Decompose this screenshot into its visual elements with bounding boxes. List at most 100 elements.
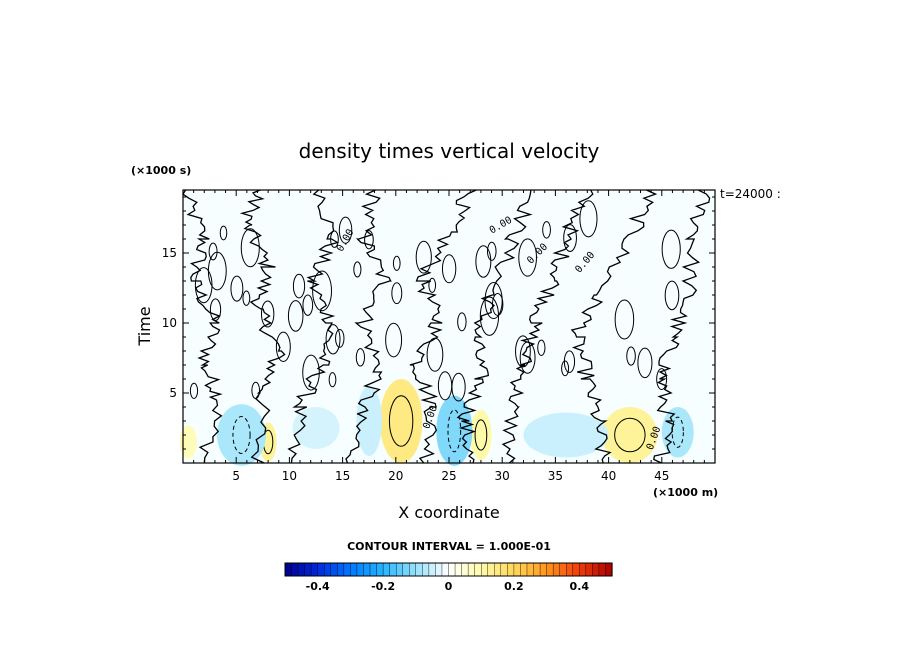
contour-positive-3 bbox=[474, 419, 488, 451]
contour-loop-1 bbox=[302, 354, 320, 391]
colorbar-cell-43 bbox=[566, 562, 574, 577]
zero-contour-7 bbox=[570, 189, 658, 464]
contour-loop-27 bbox=[189, 382, 199, 399]
contour-loop-20 bbox=[561, 360, 570, 377]
plot-area: 0.000.000.00 0.000.000.00 bbox=[179, 189, 716, 466]
x-axis-ticks: 5 10 15 20 25 30 35 40 45 bbox=[182, 190, 716, 483]
colorbar-cell-19 bbox=[409, 562, 417, 577]
negative-region-7 bbox=[661, 407, 694, 458]
colorbar-cell-1 bbox=[291, 562, 299, 577]
colorbar-cell-39 bbox=[539, 562, 548, 577]
x-tick-label-30: 30 bbox=[495, 469, 510, 483]
contour-loop-28 bbox=[230, 275, 244, 302]
contour-negative-6 bbox=[447, 409, 462, 453]
colorbar-cell-45 bbox=[579, 562, 587, 577]
colorbar-tick-label-3: 0.2 bbox=[504, 580, 524, 593]
colorbar-cell-34 bbox=[507, 562, 515, 577]
contour-loop-29 bbox=[563, 224, 577, 252]
y-axis-label: Time bbox=[135, 306, 154, 346]
colorbar-cell-42 bbox=[559, 562, 567, 577]
contour-loop-44 bbox=[626, 346, 636, 366]
colorbar-cell-33 bbox=[500, 562, 508, 577]
chart-title: density times vertical velocity bbox=[299, 139, 600, 163]
contour-loop-18 bbox=[428, 277, 437, 293]
contour-loop-50 bbox=[415, 240, 432, 274]
x-axis-label: X coordinate bbox=[398, 503, 499, 522]
shaded-regions bbox=[179, 379, 694, 466]
contour-loop-42 bbox=[292, 273, 306, 299]
colorbar-tick-label-4: 0.4 bbox=[570, 580, 590, 593]
contour-loop-33 bbox=[328, 372, 337, 388]
positive-region-4 bbox=[179, 425, 197, 459]
colorbar-cell-2 bbox=[297, 562, 306, 577]
contour-loop-8 bbox=[491, 292, 504, 316]
x-unit-label: (×1000 m) bbox=[653, 486, 718, 499]
y-unit-label: (×1000 s) bbox=[131, 164, 191, 177]
contour-loop-54 bbox=[208, 242, 218, 261]
zero-contour-6 bbox=[501, 189, 594, 464]
colorbar-cell-3 bbox=[304, 562, 312, 577]
contour-loop-13 bbox=[656, 368, 668, 391]
zero-contour-3 bbox=[345, 189, 392, 464]
positive-region-0 bbox=[379, 379, 423, 463]
negative-region-8 bbox=[523, 412, 609, 458]
colorbar-cell-29 bbox=[474, 562, 482, 577]
contour-positive-1 bbox=[614, 417, 646, 453]
contour-loop-45 bbox=[209, 298, 222, 321]
colorbar-frame bbox=[284, 562, 613, 577]
positive-region-1 bbox=[602, 407, 658, 463]
contour-loop-51 bbox=[194, 267, 213, 304]
contour-loop-43 bbox=[519, 341, 536, 374]
contour-loop-38 bbox=[260, 300, 275, 328]
contour-loop-9 bbox=[325, 324, 341, 355]
contour-interval-label: CONTOUR INTERVAL = 1.000E-01 bbox=[347, 540, 551, 553]
colorbar-cell-38 bbox=[533, 562, 541, 577]
contour-loop-3 bbox=[457, 312, 467, 332]
colorbar-cell-6 bbox=[324, 562, 332, 577]
contour-loop-10 bbox=[637, 347, 653, 379]
contour-loop-32 bbox=[240, 228, 260, 268]
colorbar-cell-5 bbox=[317, 562, 325, 577]
colorbar-cell-9 bbox=[343, 562, 351, 577]
colorbar-cell-18 bbox=[402, 562, 410, 577]
zero-contour-0 bbox=[182, 189, 223, 464]
zero-contour-8 bbox=[653, 189, 711, 464]
colorbar-tick-label-2: 0 bbox=[445, 580, 453, 593]
contour-loop-11 bbox=[664, 280, 680, 311]
contour-loop-15 bbox=[353, 261, 362, 278]
colorbar-cell-44 bbox=[572, 562, 580, 577]
colorbar-cell-30 bbox=[481, 562, 489, 577]
colorbar-cell-48 bbox=[598, 562, 607, 577]
contour-loop-12 bbox=[242, 290, 251, 306]
positive-region-3 bbox=[470, 409, 492, 461]
colorbar-cell-17 bbox=[395, 562, 404, 577]
contour-loop-40 bbox=[312, 270, 333, 312]
x-tick-label-15: 15 bbox=[335, 469, 350, 483]
colorbar-cell-15 bbox=[382, 562, 391, 577]
contour-loop-34 bbox=[338, 216, 353, 244]
colorbar-cell-20 bbox=[415, 562, 423, 577]
colorbar-cell-40 bbox=[546, 562, 554, 577]
colorbar-cell-11 bbox=[356, 562, 365, 577]
colorbar-cell-28 bbox=[467, 562, 476, 577]
contour-loop-25 bbox=[251, 381, 261, 400]
colorbar-cell-26 bbox=[454, 562, 463, 577]
colorbar-cell-37 bbox=[526, 562, 535, 577]
contour-loop-14 bbox=[219, 225, 228, 241]
contour-loop-26 bbox=[426, 337, 444, 372]
time-label: t=24000 : bbox=[720, 187, 781, 201]
contour-loop-6 bbox=[441, 254, 457, 284]
zero-contour-4 bbox=[409, 189, 477, 464]
colorbar-cell-13 bbox=[369, 562, 378, 577]
contour-loop-47 bbox=[355, 348, 366, 367]
x-tick-label-45: 45 bbox=[654, 469, 669, 483]
x-tick-label-25: 25 bbox=[441, 469, 456, 483]
zero-contour-5 bbox=[456, 189, 533, 464]
colorbar-cell-27 bbox=[461, 562, 469, 577]
y-tick-label-10: 10 bbox=[162, 316, 177, 330]
colorbar-cell-41 bbox=[552, 562, 561, 577]
contour-loop-2 bbox=[330, 230, 339, 248]
y-tick-label-5: 5 bbox=[169, 386, 177, 400]
colorbar-cell-0 bbox=[284, 562, 293, 577]
